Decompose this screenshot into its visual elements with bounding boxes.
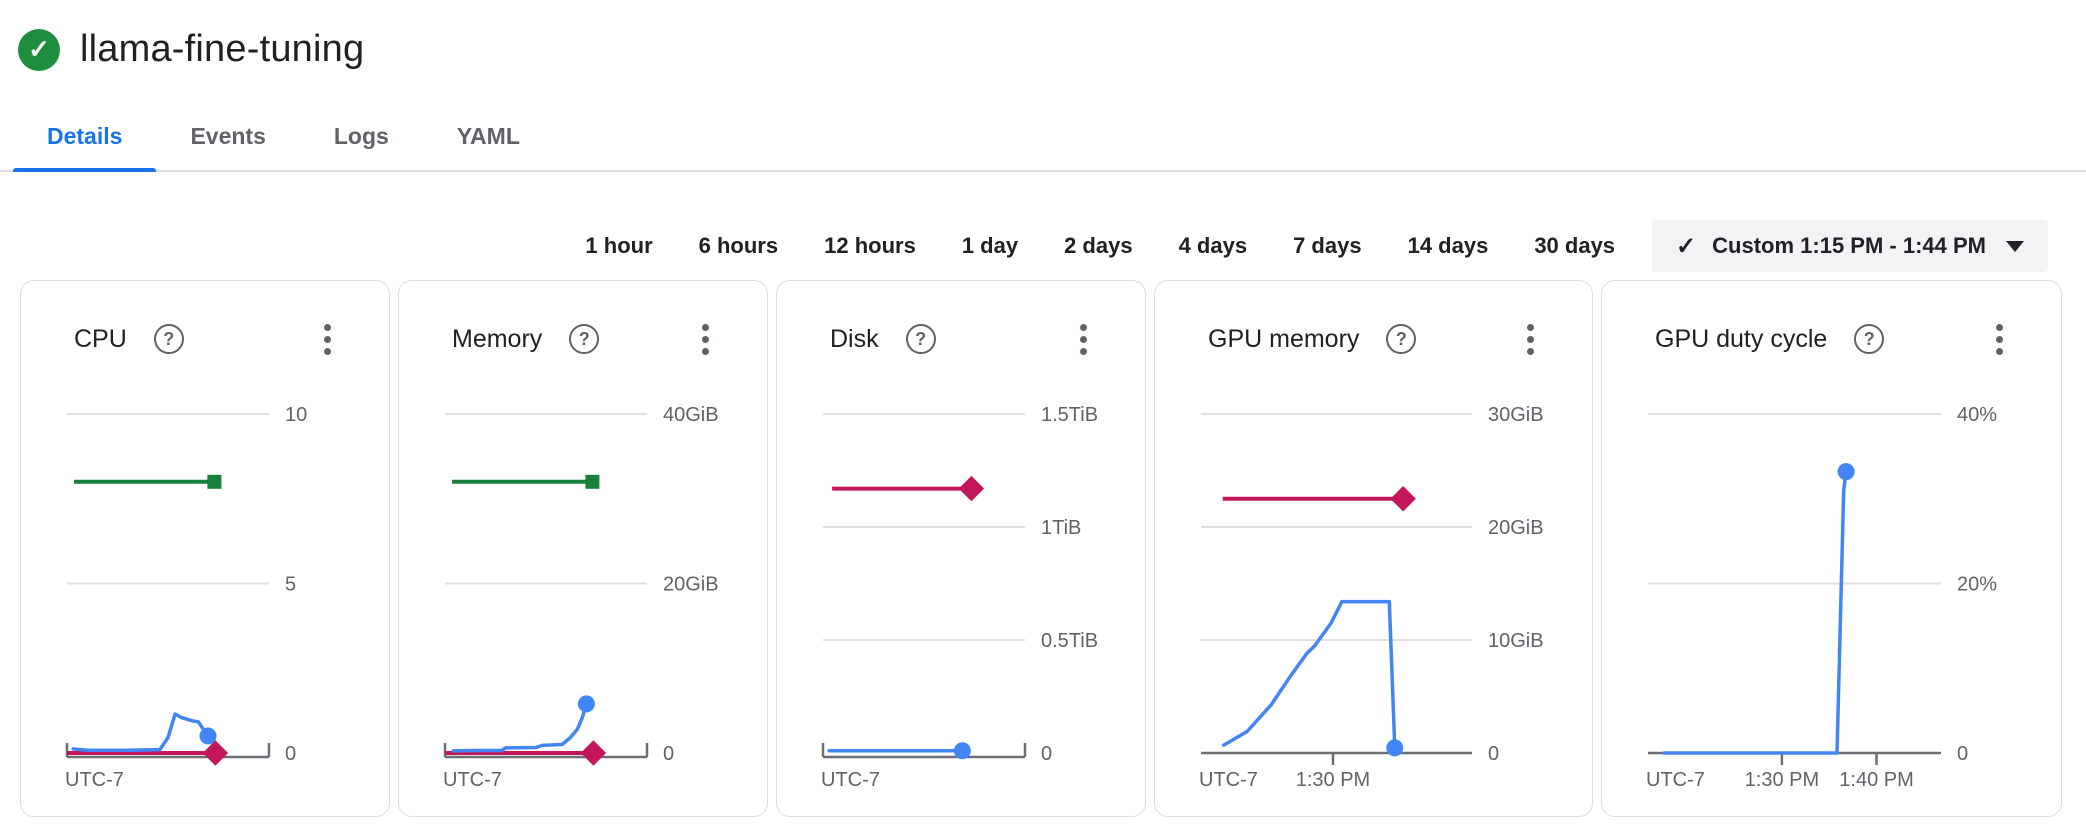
chart-title: Disk [830, 324, 879, 353]
help-icon[interactable]: ? [1386, 324, 1417, 354]
kebab-menu-icon[interactable] [320, 320, 335, 359]
kebab-menu-icon[interactable] [1076, 320, 1091, 359]
y-axis-label: 40GiB [663, 404, 719, 426]
series-line-usage [451, 702, 589, 753]
y-axis-label: 0 [1041, 743, 1052, 765]
time-option-2-days[interactable]: 2 days [1064, 233, 1133, 258]
chart-title: CPU [74, 324, 127, 353]
y-axis-label: 0 [285, 743, 296, 765]
tab-yaml[interactable]: YAML [423, 102, 554, 170]
tab-label: YAML [456, 122, 520, 149]
series-end-dot [953, 742, 971, 760]
chart-card-cpu: CPU? 10 5 0 UTC-7 [20, 280, 390, 817]
custom-range-label: Custom 1:15 PM - 1:44 PM [1712, 233, 1986, 258]
timezone-label: UTC-7 [821, 769, 880, 791]
check-glyph: ✓ [28, 34, 50, 64]
help-icon[interactable]: ? [153, 324, 184, 354]
y-axis-label: 10GiB [1488, 630, 1544, 652]
y-axis-label: 40% [1957, 404, 1997, 426]
limit-marker-square [207, 474, 222, 489]
page-title: llama-fine-tuning [80, 28, 365, 70]
chart-title: GPU memory [1208, 324, 1360, 353]
chart-plot: 30GiB 20GiB 10GiB 0 UTC-7 1:30 PM [1199, 404, 1544, 791]
chart-card-header: Memory? [452, 317, 727, 361]
y-axis-label: 20GiB [663, 574, 719, 596]
chart-plot: 1.5TiB 1TiB 0.5TiB 0 UTC-7 [821, 404, 1098, 791]
series-end-dot [1837, 463, 1855, 481]
time-option-4-days[interactable]: 4 days [1178, 233, 1248, 258]
tab-details[interactable]: Details [13, 102, 157, 172]
chart-card-disk: Disk? 1.5TiB 1TiB 0.5TiB 0 UTC-7 [776, 280, 1146, 817]
series-line-usage [1662, 469, 1848, 755]
y-axis-label: 20GiB [1488, 517, 1544, 539]
y-axis-label: 5 [285, 574, 296, 596]
timezone-label: UTC-7 [443, 769, 502, 791]
chart-card-header: CPU? [74, 317, 349, 361]
y-axis-label: 20% [1957, 574, 1997, 596]
tab-logs[interactable]: Logs [300, 102, 423, 170]
series-line-usage [71, 712, 210, 753]
series-line-usage [1222, 599, 1397, 750]
x-tick-label: 1:40 PM [1839, 769, 1913, 791]
x-tick-label: 1:30 PM [1296, 769, 1370, 791]
tab-events[interactable]: Events [156, 102, 299, 170]
time-option-7-days[interactable]: 7 days [1293, 233, 1362, 258]
tab-label: Details [47, 122, 123, 149]
kebab-menu-icon[interactable] [1992, 320, 2007, 359]
series-end-dot [577, 695, 595, 713]
kebab-menu-icon[interactable] [698, 320, 713, 359]
y-axis-label: 0 [663, 743, 674, 765]
limit-marker-diamond [580, 740, 607, 766]
kebab-menu-icon[interactable] [1523, 320, 1538, 359]
y-axis-label: 10 [285, 404, 307, 426]
y-axis-label: 1.5TiB [1041, 404, 1098, 426]
help-icon[interactable]: ? [1854, 324, 1885, 354]
chart-card-gpu-memory: GPU memory? 30GiB 20GiB 10GiB 0 UTC-7 1:30 PM [1154, 280, 1593, 817]
help-icon[interactable]: ? [569, 324, 600, 354]
limit-marker-diamond [958, 475, 985, 502]
tab-label: Events [190, 122, 266, 149]
y-axis-label: 30GiB [1488, 404, 1544, 426]
y-axis-label: 0 [1957, 743, 1968, 765]
y-axis-label: 0.5TiB [1041, 630, 1098, 652]
tab-label: Logs [333, 122, 389, 149]
timezone-label: UTC-7 [1646, 769, 1705, 791]
chart-plot: 10 5 0 UTC-7 [65, 404, 307, 791]
chart-plot: 40% 20% 0 UTC-7 1:30 PM 1:40 PM [1646, 404, 1997, 791]
limit-marker-square [585, 474, 600, 489]
y-axis-label: 0 [1488, 743, 1499, 765]
chart-title: GPU duty cycle [1655, 324, 1828, 353]
time-range-selector: 1 hour 6 hours 12 hours 1 day 2 days 4 d… [562, 220, 2048, 272]
limit-marker-diamond [202, 740, 229, 766]
chart-card-header: GPU memory? [1208, 317, 1552, 361]
chart-plot: 40GiB 20GiB 0 UTC-7 [443, 404, 719, 791]
time-option-12-hours[interactable]: 12 hours [824, 233, 916, 258]
y-axis-label: 1TiB [1041, 517, 1081, 539]
x-tick-label: 1:30 PM [1745, 769, 1819, 791]
custom-time-range-chip[interactable]: ✓ Custom 1:15 PM - 1:44 PM [1652, 220, 2048, 272]
page-header: ✓ llama-fine-tuning [18, 28, 364, 71]
chart-card-gpu-duty-cycle: GPU duty cycle? 40% 20% 0 UTC-7 1:30 PM 1:40 P… [1601, 280, 2062, 817]
caret-down-icon [2006, 240, 2024, 252]
tab-bar: Details Events Logs YAML [0, 102, 2086, 172]
series-end-dot [199, 727, 217, 745]
time-option-1-day[interactable]: 1 day [961, 233, 1019, 258]
check-icon: ✓ [1676, 232, 1697, 260]
time-option-6-hours[interactable]: 6 hours [698, 233, 779, 258]
timezone-label: UTC-7 [1199, 769, 1258, 791]
time-option-1-hour[interactable]: 1 hour [585, 233, 653, 258]
series-end-dot [1386, 739, 1404, 757]
chart-title: Memory [452, 324, 543, 353]
chart-card-header: GPU duty cycle? [1655, 317, 2021, 361]
timezone-label: UTC-7 [65, 769, 124, 791]
time-option-14-days[interactable]: 14 days [1407, 233, 1489, 258]
status-ok-icon: ✓ [18, 28, 60, 71]
limit-marker-diamond [1390, 486, 1416, 512]
chart-card-memory: Memory? 40GiB 20GiB 0 UTC-7 [398, 280, 768, 817]
chart-card-header: Disk? [830, 317, 1105, 361]
help-icon[interactable]: ? [905, 324, 936, 354]
time-option-30-days[interactable]: 30 days [1534, 233, 1616, 258]
